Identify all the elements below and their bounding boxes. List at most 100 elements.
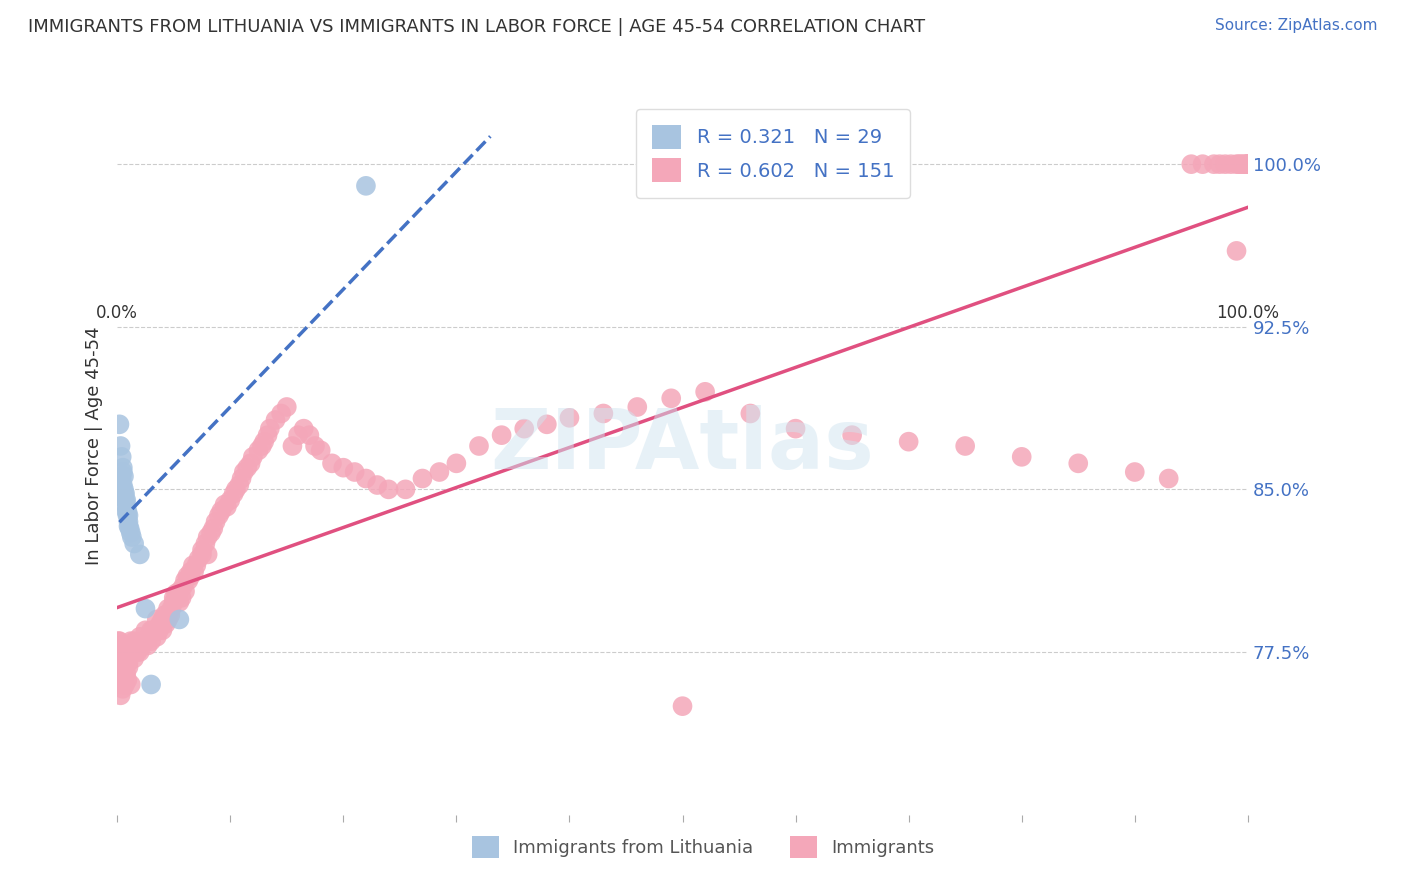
Point [111,471,134,485]
Point [131,639,153,653]
Point [108,645,131,659]
Point [180,565,202,579]
Point [191,543,214,558]
Point [287,428,309,442]
Point [117,660,139,674]
Legend: R = 0.321   N = 29, R = 0.602   N = 151: R = 0.321 N = 29, R = 0.602 N = 151 [637,110,910,197]
Point [111,639,134,653]
Point [785,422,807,436]
Point [1237,157,1260,171]
Point [125,639,148,653]
Point [841,428,863,442]
Point [215,500,238,514]
Point [163,591,186,605]
Point [592,407,614,421]
Point [659,392,682,406]
Point [411,471,433,485]
Point [111,465,134,479]
Point [114,486,136,500]
Point [232,465,254,479]
Point [107,677,129,691]
Point [1180,157,1202,171]
Point [122,536,145,550]
Point [222,486,245,500]
Point [1157,471,1180,485]
Point [953,439,976,453]
Point [159,608,181,623]
Point [145,612,167,626]
Point [152,612,174,626]
Point [127,645,149,659]
Point [114,493,136,508]
Point [176,569,198,583]
Point [394,483,416,497]
Point [1208,157,1230,171]
Point [165,586,187,600]
Point [120,525,142,540]
Point [194,536,217,550]
Point [112,656,135,670]
Point [174,574,197,588]
Point [1237,157,1260,171]
Point [134,634,156,648]
Point [111,645,134,659]
Point [304,439,326,453]
Point [209,504,232,518]
Point [231,471,253,485]
Point [121,639,143,653]
Point [111,478,134,492]
Point [343,465,366,479]
Point [117,508,139,523]
Point [117,508,139,523]
Point [264,413,287,427]
Point [169,595,191,609]
Point [139,677,162,691]
Point [1213,157,1236,171]
Point [169,584,191,599]
Point [163,595,186,609]
Point [1227,157,1250,171]
Text: Source: ZipAtlas.com: Source: ZipAtlas.com [1215,18,1378,33]
Point [242,450,264,464]
Point [128,630,150,644]
Point [256,428,278,442]
Point [377,483,399,497]
Point [1219,157,1241,171]
Point [111,677,134,691]
Point [446,456,468,470]
Point [120,677,142,691]
Point [270,407,292,421]
Point [115,656,138,670]
Point [204,515,226,529]
Point [128,645,150,659]
Point [558,410,581,425]
Point [143,624,166,638]
Point [1225,157,1247,171]
Point [112,469,135,483]
Point [181,558,204,573]
Point [298,428,321,442]
Point [292,422,315,436]
Text: 100.0%: 100.0% [1216,304,1279,323]
Point [1237,157,1260,171]
Y-axis label: In Labor Force | Age 45-54: In Labor Force | Age 45-54 [86,326,103,566]
Point [117,515,139,529]
Point [354,178,377,193]
Point [1232,157,1254,171]
Point [197,548,219,562]
Point [134,601,156,615]
Point [111,681,134,696]
Point [114,677,136,691]
Point [253,434,276,449]
Point [112,673,135,687]
Point [214,498,236,512]
Point [153,608,176,623]
Point [250,439,273,453]
Point [136,639,159,653]
Point [107,634,129,648]
Point [148,624,170,638]
Point [112,486,135,500]
Point [276,400,298,414]
Point [108,634,131,648]
Point [1234,157,1257,171]
